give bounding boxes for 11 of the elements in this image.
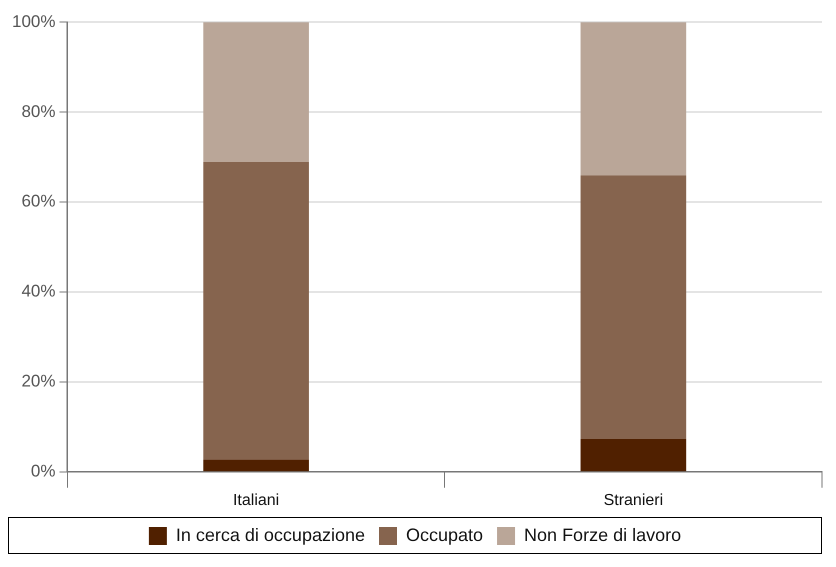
legend-label: In cerca di occupazione [176, 524, 366, 545]
x-tick-label: Stranieri [604, 492, 664, 509]
y-tick-label: 0% [30, 461, 56, 480]
y-tick-label: 40% [21, 282, 56, 301]
y-tick-label: 60% [21, 192, 56, 211]
y-tick-label: 20% [21, 372, 56, 391]
y-tick-label: 100% [12, 12, 56, 31]
legend-label: Non Forze di lavoro [524, 524, 682, 545]
legend-label: Occupato [406, 524, 484, 545]
x-tick-label: Italiani [232, 492, 280, 509]
y-tick-label: 80% [21, 102, 56, 121]
